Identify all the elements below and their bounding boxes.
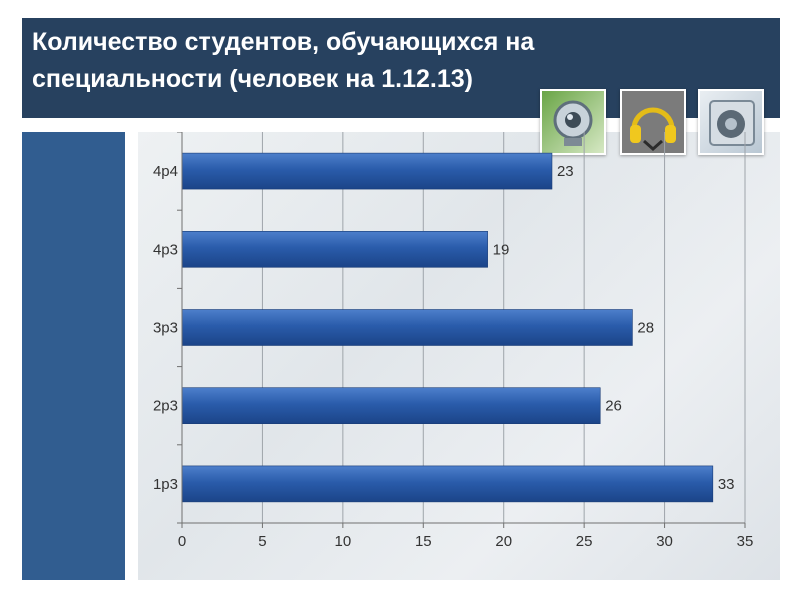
bar (181, 152, 553, 190)
category-label: 3р3 (153, 320, 178, 337)
slide-title-line2: специальности (человек на 1.12.13) (32, 65, 473, 93)
left-sidebar-panel (22, 132, 125, 580)
headphones-icon (620, 89, 686, 155)
x-tick-label: 30 (656, 533, 673, 550)
bar (181, 309, 633, 346)
bar-chart: 0 5 10 15 20 25 30 35 1р3 33 2р3 26 3р3 28 4р3 19 4р4 23 (153, 132, 753, 550)
axes (177, 132, 746, 528)
value-label: 28 (637, 320, 654, 337)
slide-title: Количество студентов, обучающихся на спе… (32, 24, 652, 98)
x-tick-label: 25 (576, 533, 593, 550)
x-tick-label: 35 (737, 533, 754, 550)
slide-title-line1: Количество студентов, обучающихся на (32, 28, 535, 56)
x-tick-label: 10 (335, 533, 352, 550)
labels: 0 5 10 15 20 25 30 35 1р3 33 2р3 26 3р3 28 4р3 19 4р4 23 (153, 163, 753, 550)
value-label: 23 (557, 163, 574, 180)
bar (181, 231, 488, 268)
value-label: 26 (605, 398, 622, 415)
speaker-icon (698, 89, 764, 155)
chart-background-panel (138, 132, 780, 580)
value-label: 19 (493, 241, 510, 258)
category-label: 4р4 (153, 163, 178, 180)
x-tick-label: 20 (495, 533, 512, 550)
x-tick-label: 5 (258, 533, 266, 550)
x-tick-label: 15 (415, 533, 432, 550)
bar (181, 465, 714, 503)
webcam-icon (540, 89, 606, 155)
category-label: 2р3 (153, 398, 178, 415)
bar (181, 387, 601, 424)
category-label: 4р3 (153, 241, 178, 258)
x-tick-label: 0 (178, 533, 186, 550)
value-label: 33 (718, 476, 735, 493)
category-label: 1р3 (153, 476, 178, 493)
bars (181, 152, 714, 503)
